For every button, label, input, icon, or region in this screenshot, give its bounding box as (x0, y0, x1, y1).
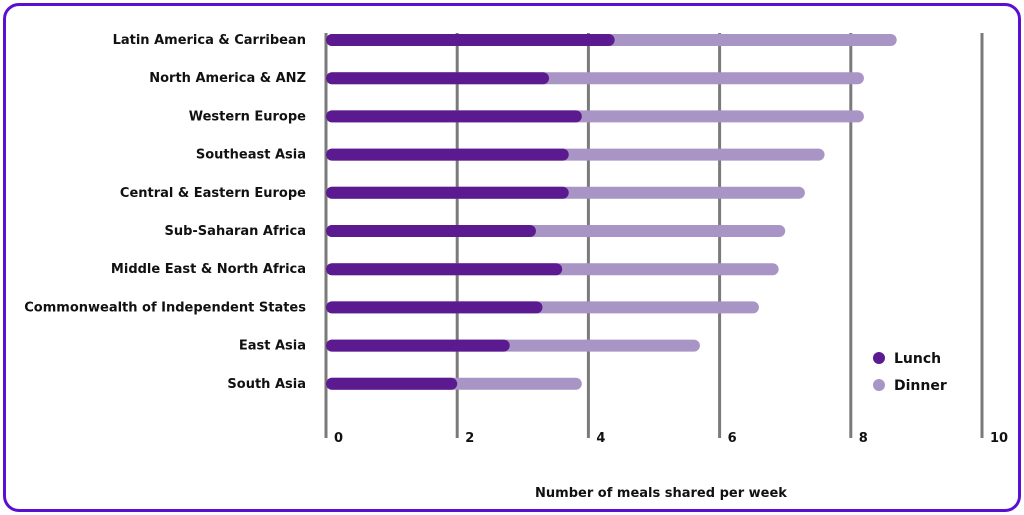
bar-lunch-0 (326, 34, 615, 46)
legend-lunch-label: Lunch (894, 351, 941, 367)
bars (326, 34, 897, 390)
x-tick-label-10: 10 (990, 431, 1008, 446)
category-label-7: Commonwealth of Independent States (24, 300, 306, 315)
gridlines (324, 33, 984, 438)
legend: Lunch Dinner (873, 351, 947, 394)
x-axis-title: Number of meals shared per week (535, 486, 787, 501)
bar-lunch-3 (326, 148, 569, 161)
legend-dinner-label: Dinner (894, 378, 947, 394)
bar-lunch-6 (326, 263, 563, 276)
legend-dinner-swatch (873, 379, 885, 391)
x-tick-label-4: 4 (596, 431, 605, 446)
category-labels: Latin America & Carribean North America &… (24, 33, 306, 392)
bar-lunch-5 (326, 225, 536, 237)
x-tick-label-8: 8 (859, 431, 868, 446)
category-label-9: South Asia (227, 377, 306, 392)
category-label-4: Central & Eastern Europe (120, 186, 306, 201)
category-label-0: Latin America & Carribean (113, 33, 306, 48)
bar-lunch-9 (326, 377, 458, 390)
bar-lunch-7 (326, 301, 543, 314)
bar-lunch-4 (326, 186, 569, 199)
category-label-1: North America & ANZ (149, 71, 306, 86)
x-tick-label-0: 0 (334, 431, 343, 446)
x-tick-label-6: 6 (728, 431, 737, 446)
category-label-3: Southeast Asia (196, 148, 306, 163)
category-label-5: Sub-Saharan Africa (164, 224, 306, 239)
bar-lunch-2 (326, 110, 582, 123)
bar-lunch-8 (326, 339, 510, 352)
bar-lunch-1 (326, 72, 550, 85)
x-tick-label-2: 2 (465, 431, 474, 446)
legend-lunch-swatch (873, 352, 885, 364)
category-label-6: Middle East & North Africa (111, 262, 306, 277)
x-tick-labels: 0 2 4 6 8 10 (334, 431, 1008, 446)
category-label-2: Western Europe (189, 109, 306, 124)
category-label-8: East Asia (239, 339, 306, 354)
